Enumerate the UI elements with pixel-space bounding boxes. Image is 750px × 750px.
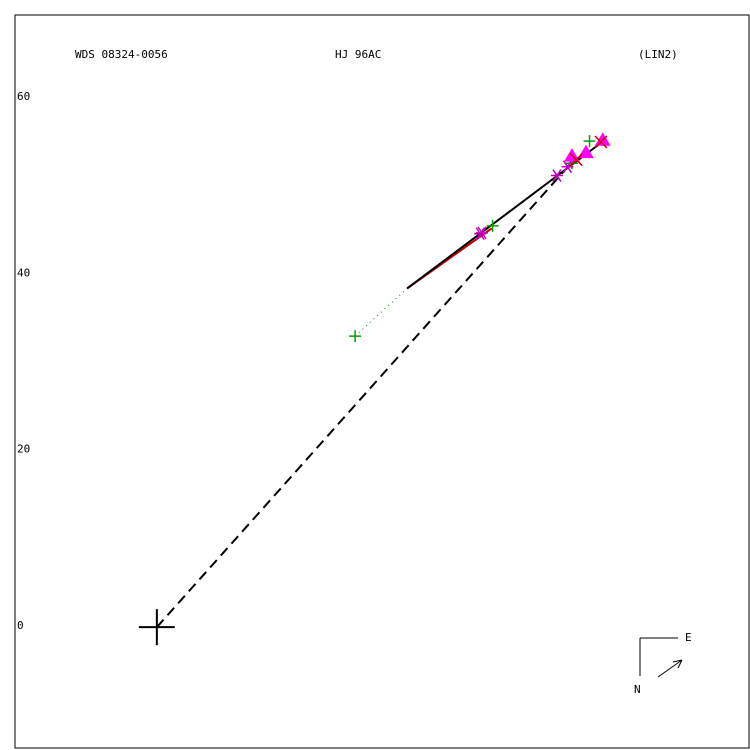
point <box>486 219 499 232</box>
y-tick-label: 40 <box>17 266 30 279</box>
compass-arrowhead <box>672 659 683 669</box>
chart-subtitle: HJ 96AC <box>335 48 381 61</box>
point <box>474 227 487 241</box>
point <box>569 153 583 167</box>
chart-title: WDS 08324-0056 <box>75 48 168 61</box>
compass-east: E <box>685 631 692 644</box>
y-tick-label: 60 <box>17 90 30 103</box>
y-tick-label: 0 <box>17 619 24 632</box>
point <box>349 330 362 343</box>
point <box>138 609 175 646</box>
point <box>578 144 594 159</box>
point <box>594 135 608 149</box>
y-tick-label: 20 <box>17 443 30 456</box>
point <box>561 160 574 174</box>
point <box>476 226 489 240</box>
compass-arrow <box>657 659 683 678</box>
plot-frame <box>14 14 750 749</box>
point <box>583 135 596 148</box>
point <box>550 169 563 182</box>
compass: E N <box>634 631 692 696</box>
track-line <box>156 169 566 628</box>
annotation: (LIN2) <box>638 48 678 61</box>
track-line <box>354 288 408 337</box>
compass-north: N <box>634 683 641 696</box>
